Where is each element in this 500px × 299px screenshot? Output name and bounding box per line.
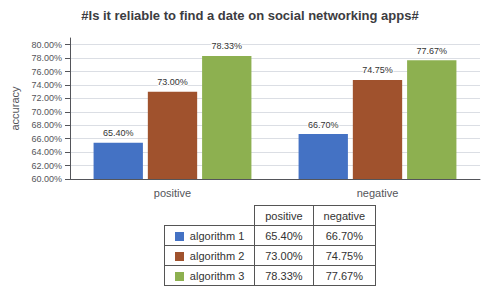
html-text:73.00%: 73.00% xyxy=(265,249,303,262)
svg-text:72.00%: 72.00% xyxy=(31,93,62,103)
svg-text:62.00%: 62.00% xyxy=(31,161,62,171)
html-text:algorithm 1: algorithm 1 xyxy=(189,229,245,242)
svg-text:64.00%: 64.00% xyxy=(31,147,62,157)
svg-text:accuracy: accuracy xyxy=(9,86,21,131)
svg-text:74.75%: 74.75% xyxy=(362,65,393,75)
svg-text:78.33%: 78.33% xyxy=(211,41,242,51)
svg-text:77.67%: 77.67% xyxy=(416,46,447,56)
html-text:66.70%: 66.70% xyxy=(325,229,363,242)
svg-text:positive: positive xyxy=(154,187,191,199)
html-text:algorithm 2: algorithm 2 xyxy=(189,249,245,262)
svg-text:66.70%: 66.70% xyxy=(308,120,339,130)
html-text:78.33%: 78.33% xyxy=(265,269,303,282)
html-text:77.67%: 77.67% xyxy=(325,269,363,282)
svg-text:negative: negative xyxy=(357,187,399,199)
svg-text:73.00%: 73.00% xyxy=(157,77,188,87)
svg-text:80.00%: 80.00% xyxy=(31,40,62,50)
html-text:positive: positive xyxy=(265,209,303,222)
svg-text:70.00%: 70.00% xyxy=(31,107,62,117)
html-text:negative: negative xyxy=(323,209,366,222)
svg-text:74.00%: 74.00% xyxy=(31,80,62,90)
html-text:74.75%: 74.75% xyxy=(325,249,363,262)
html-text:65.40%: 65.40% xyxy=(265,229,303,242)
svg-text:76.00%: 76.00% xyxy=(31,67,62,77)
html-text:algorithm 3: algorithm 3 xyxy=(189,269,245,282)
svg-text:78.00%: 78.00% xyxy=(31,53,62,63)
svg-text:#Is it reliable to find a date: #Is it reliable to find a date on social… xyxy=(81,8,419,23)
svg-text:68.00%: 68.00% xyxy=(31,120,62,130)
svg-text:65.40%: 65.40% xyxy=(103,128,134,138)
svg-text:60.00%: 60.00% xyxy=(31,174,62,184)
svg-text:66.00%: 66.00% xyxy=(31,134,62,144)
